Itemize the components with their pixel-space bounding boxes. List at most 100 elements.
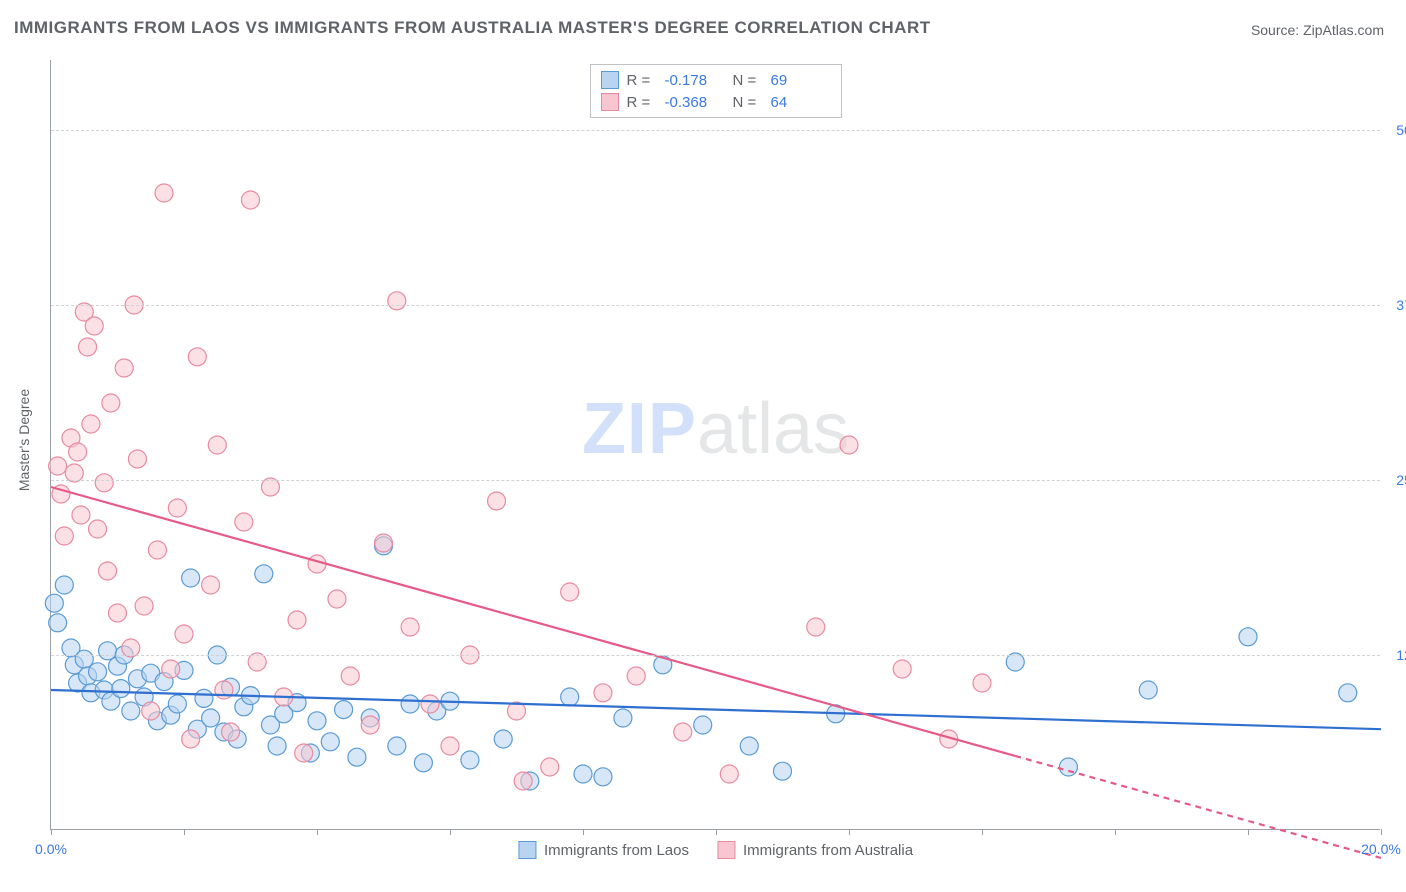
legend-swatch [518, 841, 536, 859]
data-point [162, 660, 180, 678]
x-tick [450, 829, 451, 835]
x-tick [1381, 829, 1382, 835]
data-point [255, 565, 273, 583]
data-point [195, 689, 213, 707]
data-point [168, 499, 186, 517]
data-point [774, 762, 792, 780]
data-point [168, 695, 186, 713]
data-point [69, 443, 87, 461]
source-link[interactable]: ZipAtlas.com [1303, 22, 1384, 38]
data-point [973, 674, 991, 692]
x-tick [716, 829, 717, 835]
data-point [222, 723, 240, 741]
data-point [541, 758, 559, 776]
data-point [79, 338, 97, 356]
data-point [488, 492, 506, 510]
data-point [175, 625, 193, 643]
data-point [89, 520, 107, 538]
y-tick-label: 12.5% [1386, 647, 1406, 663]
data-point [49, 614, 67, 632]
gridline [51, 305, 1380, 306]
x-tick-label: 0.0% [35, 841, 67, 857]
data-point [401, 695, 419, 713]
x-tick [1248, 829, 1249, 835]
legend-item: Immigrants from Laos [518, 841, 689, 859]
legend-item: Immigrants from Australia [717, 841, 913, 859]
data-point [561, 688, 579, 706]
data-point [89, 663, 107, 681]
data-point [594, 684, 612, 702]
data-point [720, 765, 738, 783]
data-point [401, 618, 419, 636]
data-point [740, 737, 758, 755]
data-point [55, 576, 73, 594]
x-tick-label: 20.0% [1361, 841, 1401, 857]
data-point [674, 723, 692, 741]
data-point [1139, 681, 1157, 699]
x-tick [583, 829, 584, 835]
data-point [627, 667, 645, 685]
data-point [155, 184, 173, 202]
data-point [375, 534, 393, 552]
data-point [242, 191, 260, 209]
data-point [235, 513, 253, 531]
y-tick-label: 37.5% [1386, 297, 1406, 313]
data-point [99, 562, 117, 580]
data-point [574, 765, 592, 783]
scatter-svg [51, 60, 1380, 829]
data-point [388, 292, 406, 310]
data-point [109, 604, 127, 622]
trend-line [51, 487, 1015, 756]
data-point [122, 702, 140, 720]
data-point [414, 754, 432, 772]
y-tick-label: 50.0% [1386, 122, 1406, 138]
plot-area: ZIPatlas R =-0.178N =69R =-0.368N =64 12… [50, 60, 1380, 830]
data-point [1339, 684, 1357, 702]
data-point [421, 695, 439, 713]
x-tick [51, 829, 52, 835]
data-point [807, 618, 825, 636]
x-tick [849, 829, 850, 835]
data-point [182, 730, 200, 748]
data-point [49, 457, 67, 475]
gridline [51, 480, 1380, 481]
data-point [694, 716, 712, 734]
data-point [188, 348, 206, 366]
y-tick-label: 25.0% [1386, 472, 1406, 488]
data-point [893, 660, 911, 678]
x-tick [184, 829, 185, 835]
gridline [51, 655, 1380, 656]
data-point [594, 768, 612, 786]
data-point [295, 744, 313, 762]
data-point [335, 701, 353, 719]
data-point [128, 450, 146, 468]
data-point [202, 709, 220, 727]
data-point [514, 772, 532, 790]
chart-title: IMMIGRANTS FROM LAOS VS IMMIGRANTS FROM … [14, 18, 931, 38]
data-point [361, 716, 379, 734]
data-point [99, 642, 117, 660]
trend-line-extrapolated [1015, 756, 1381, 858]
data-point [102, 394, 120, 412]
data-point [1059, 758, 1077, 776]
data-point [388, 737, 406, 755]
data-point [288, 611, 306, 629]
data-point [341, 667, 359, 685]
data-point [461, 751, 479, 769]
gridline [51, 130, 1380, 131]
data-point [148, 541, 166, 559]
x-tick [317, 829, 318, 835]
source-attribution: Source: ZipAtlas.com [1251, 22, 1384, 38]
data-point [142, 702, 160, 720]
data-point [348, 748, 366, 766]
data-point [561, 583, 579, 601]
data-point [82, 415, 100, 433]
data-point [115, 359, 133, 377]
data-point [45, 594, 63, 612]
legend-swatch [717, 841, 735, 859]
legend-label: Immigrants from Australia [743, 842, 913, 859]
data-point [328, 590, 346, 608]
data-point [135, 597, 153, 615]
data-point [494, 730, 512, 748]
data-point [268, 737, 286, 755]
